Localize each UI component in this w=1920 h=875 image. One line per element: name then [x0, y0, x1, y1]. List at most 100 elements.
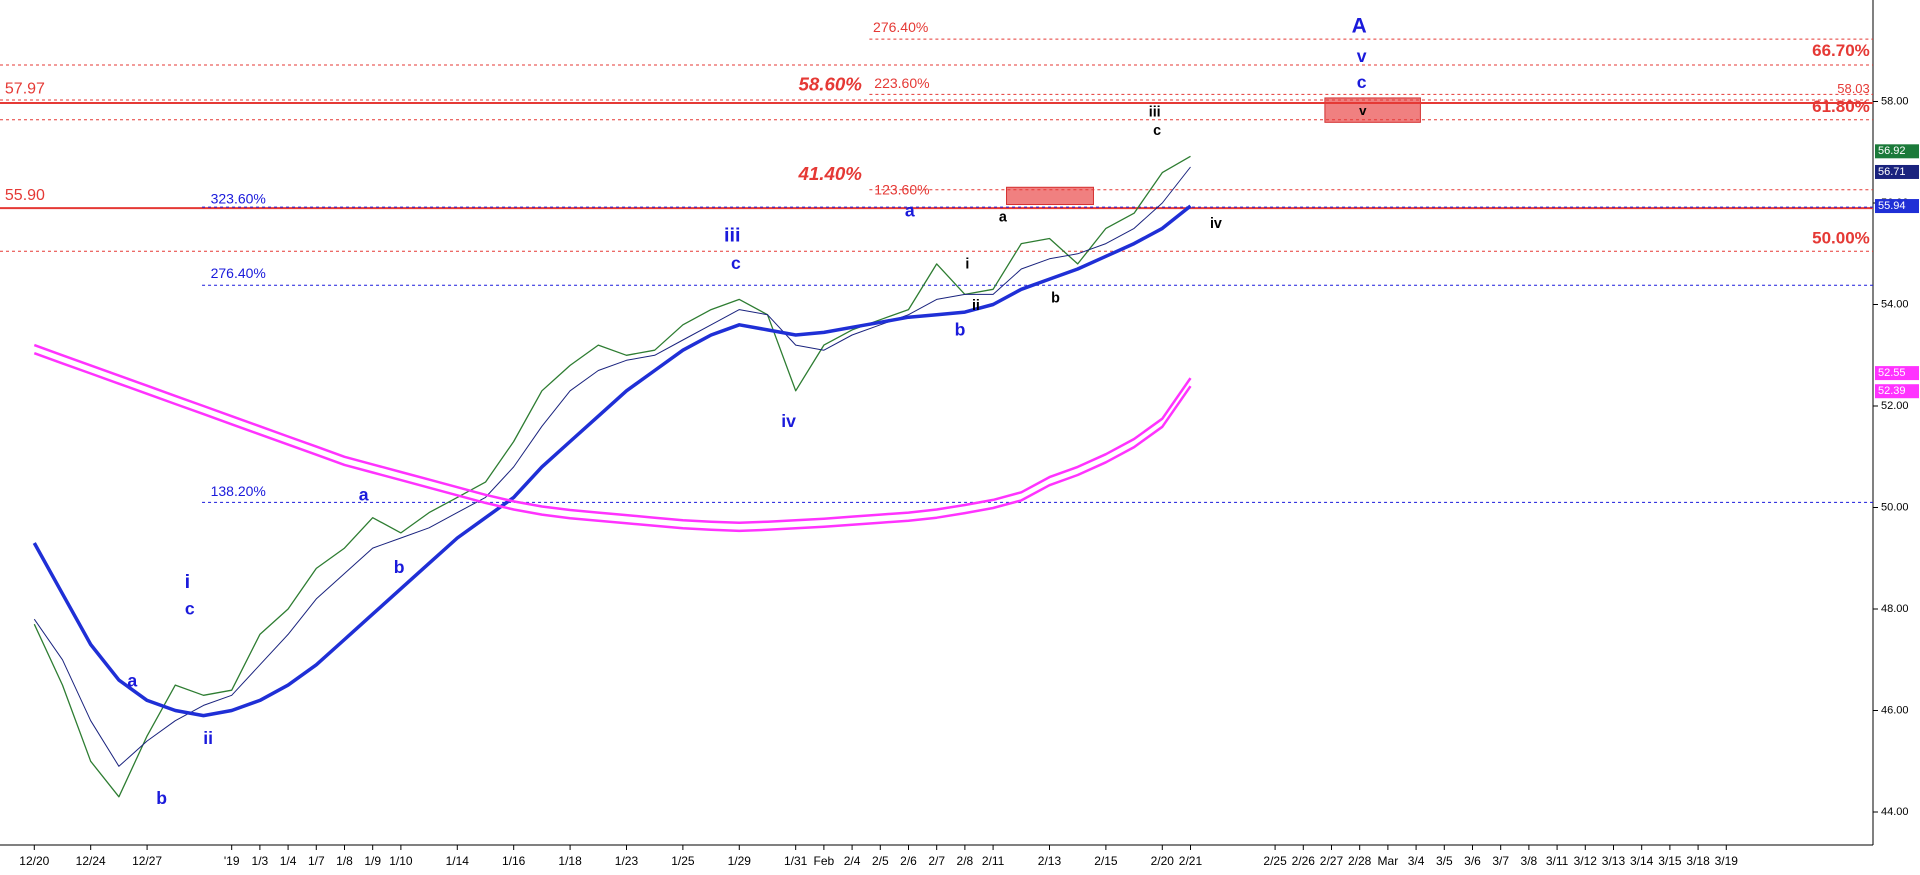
wave-label: v: [1357, 46, 1367, 66]
x-tick-label: 2/28: [1348, 854, 1372, 868]
price-tag: [1875, 199, 1919, 214]
wave-label: a: [999, 210, 1008, 226]
wave-label: iv: [1210, 216, 1222, 232]
x-tick-label: 2/26: [1292, 854, 1316, 868]
x-tick-label: 1/4: [280, 854, 297, 868]
x-tick-label: 1/25: [671, 854, 695, 868]
wave-label: a: [359, 485, 369, 505]
target-zone: [1324, 97, 1421, 123]
price-tag-label: 56.71: [1878, 166, 1906, 178]
x-tick-label: 2/11: [982, 854, 1005, 868]
x-tick-label: 2/20: [1151, 854, 1175, 868]
x-tick-label: 3/5: [1436, 854, 1453, 868]
level-label: 123.60%: [874, 182, 929, 198]
x-tick-label: Mar: [1378, 854, 1399, 868]
level-label: 323.60%: [211, 190, 266, 206]
wave-label: b: [394, 557, 405, 577]
x-tick-label: 2/27: [1320, 854, 1344, 868]
x-tick-label: 1/29: [728, 854, 752, 868]
price-tag: [1875, 164, 1919, 179]
y-tick-label: 54.00: [1881, 298, 1909, 310]
level-label: 55.90: [5, 187, 45, 204]
x-tick-label: 1/14: [446, 854, 470, 868]
x-tick-label: 3/15: [1658, 854, 1682, 868]
x-tick-label: 3/18: [1686, 854, 1710, 868]
x-tick-label: 3/8: [1521, 854, 1538, 868]
level-label: 138.20%: [211, 483, 266, 499]
wave-label: i: [185, 571, 191, 593]
y-tick-label: 50.00: [1881, 501, 1909, 513]
wave-label: b: [156, 788, 167, 808]
level-label: 61.80%: [1812, 97, 1870, 116]
wave-label: c: [1357, 72, 1367, 92]
x-tick-label: 2/7: [928, 854, 945, 868]
moving-average: [32, 204, 1192, 718]
x-tick-label: 3/6: [1464, 854, 1481, 868]
x-tick-label: 1/3: [252, 854, 269, 868]
x-tick-label: 12/20: [19, 854, 49, 868]
x-tick-label: 2/8: [957, 854, 974, 868]
moving-average: [33, 352, 1192, 533]
x-tick-label: 3/7: [1492, 854, 1509, 868]
wave-label: c: [1153, 123, 1161, 139]
x-tick-label: 2/25: [1263, 854, 1287, 868]
wave-label: iv: [781, 411, 796, 431]
level-label: 276.40%: [873, 19, 928, 35]
wave-label: ii: [203, 728, 213, 748]
x-tick-label: 2/13: [1038, 854, 1062, 868]
x-tick-label: 2/5: [872, 854, 889, 868]
x-tick-label: 3/11: [1546, 854, 1569, 868]
x-tick-label: 1/9: [364, 854, 381, 868]
x-tick-label: 1/10: [389, 854, 413, 868]
moving-average: [33, 166, 1191, 767]
x-tick-label: 1/7: [308, 854, 325, 868]
x-tick-label: 1/16: [502, 854, 526, 868]
wave-label: b: [1051, 291, 1060, 307]
wave-label: ii: [972, 298, 980, 314]
x-tick-label: 12/27: [132, 854, 162, 868]
x-tick-label: 3/13: [1602, 854, 1626, 868]
level-label: 57.97: [5, 81, 45, 98]
y-tick-label: 46.00: [1881, 704, 1909, 716]
x-tick-label: 1/31: [784, 854, 808, 868]
y-tick-label: 58.00: [1881, 95, 1909, 107]
target-zone: [1006, 186, 1094, 206]
level-label: 66.70%: [1812, 41, 1870, 60]
x-tick-label: 3/12: [1574, 854, 1598, 868]
level-label: 50.00%: [1812, 228, 1870, 247]
wave-label: iii: [1149, 104, 1161, 120]
price-tag-label: 52.39: [1878, 385, 1906, 397]
x-tick-label: Feb: [814, 854, 835, 868]
wave-label: b: [955, 319, 966, 339]
x-tick-label: 1/23: [615, 854, 639, 868]
wave-label: c: [185, 598, 195, 618]
price-tag: [1875, 366, 1919, 381]
y-tick-label: 52.00: [1881, 400, 1909, 412]
x-tick-label: 1/8: [336, 854, 353, 868]
wave-label: iii: [724, 225, 741, 247]
x-tick-label: 2/15: [1094, 854, 1118, 868]
x-tick-label: 12/24: [76, 854, 106, 868]
price-tag-label: 52.55: [1878, 367, 1906, 379]
x-tick-label: 3/19: [1715, 854, 1739, 868]
level-label: 223.60%: [874, 75, 929, 91]
x-tick-label: 1/18: [558, 854, 582, 868]
x-tick-label: '19: [224, 854, 240, 868]
x-tick-label: 2/4: [844, 854, 861, 868]
wave-label: A: [1352, 14, 1367, 37]
price-tag: [1875, 144, 1919, 159]
level-label: 276.40%: [211, 265, 266, 281]
wave-label: a: [127, 671, 137, 691]
x-tick-label: 3/14: [1630, 854, 1654, 868]
fib-ratio-label: 58.60%: [798, 74, 862, 95]
wave-label: a: [905, 200, 915, 220]
price-tag-label: 55.94: [1878, 200, 1906, 212]
x-tick-label: 3/4: [1408, 854, 1425, 868]
wave-label: v: [1359, 103, 1367, 118]
price-tag-label: 56.92: [1878, 145, 1906, 157]
y-tick-label: 48.00: [1881, 603, 1909, 615]
fib-ratio-label: 41.40%: [797, 163, 862, 184]
